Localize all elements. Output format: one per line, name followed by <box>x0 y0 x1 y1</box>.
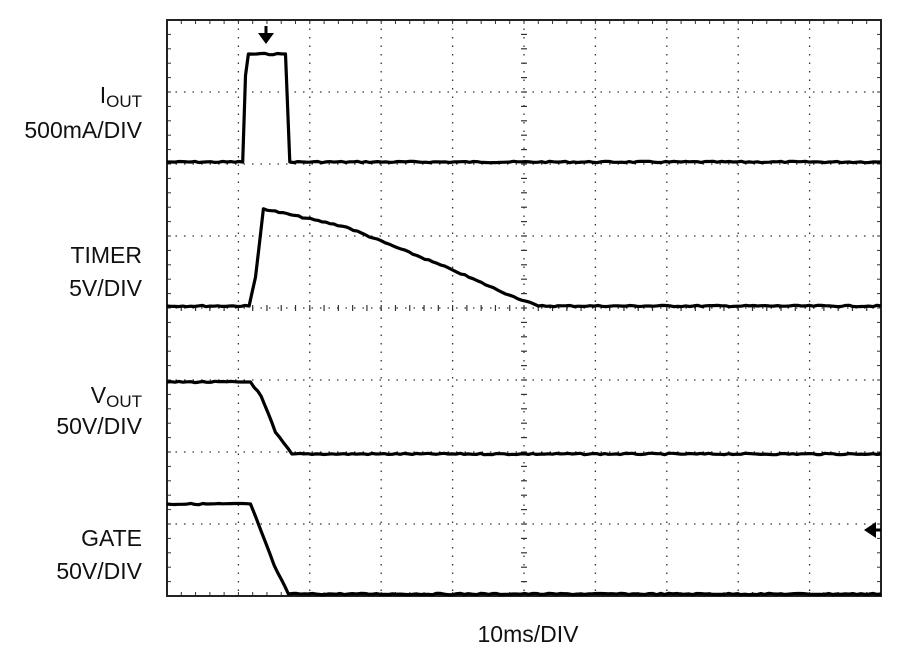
ground-arrow-icon <box>864 522 881 538</box>
plot-frame <box>166 19 882 597</box>
timer-label: TIMER <box>70 242 142 268</box>
vout-trace <box>166 379 882 457</box>
timer-trace <box>166 207 882 309</box>
graticule <box>167 20 881 596</box>
timer-scale: 5V/DIV <box>69 275 143 301</box>
traces <box>166 51 882 597</box>
gate-scale: 50V/DIV <box>56 558 142 584</box>
iout-label: IOUT <box>100 82 142 111</box>
iout-scale: 500mA/DIV <box>24 117 142 143</box>
trigger-arrow-icon <box>258 26 274 44</box>
vout-scale: 50V/DIV <box>56 413 142 439</box>
vout-label: VOUT <box>91 382 142 411</box>
x-axis-label: 10ms/DIV <box>478 621 580 647</box>
iout-trace <box>167 51 881 165</box>
gate-label: GATE <box>81 525 142 551</box>
gate-trace <box>166 501 882 597</box>
